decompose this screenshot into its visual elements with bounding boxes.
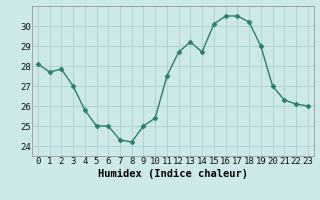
X-axis label: Humidex (Indice chaleur): Humidex (Indice chaleur) [98, 169, 248, 179]
